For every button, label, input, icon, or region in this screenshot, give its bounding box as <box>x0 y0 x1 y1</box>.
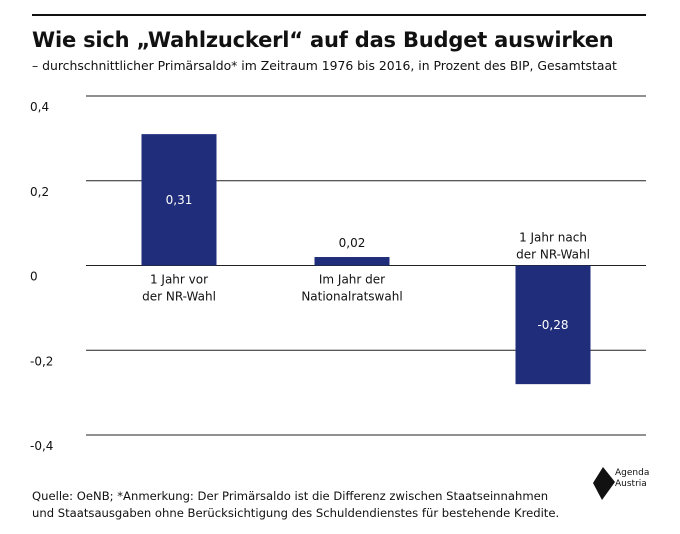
category-label: der NR-Wahl <box>142 290 216 304</box>
category-label: Im Jahr der <box>319 273 385 287</box>
source-line-1: Quelle: OeNB; *Anmerkung: Der Primärsald… <box>32 489 549 503</box>
y-tick-label: 0,2 <box>30 185 49 199</box>
top-rule <box>32 14 646 16</box>
agenda-austria-logo <box>593 467 615 500</box>
chart-title: Wie sich „Wahlzuckerl“ auf das Budget au… <box>32 28 614 52</box>
category-label: 1 Jahr vor <box>150 273 208 287</box>
source-note: Quelle: OeNB; *Anmerkung: Der Primärsald… <box>32 488 592 522</box>
bar <box>515 265 591 385</box>
bar-chart: 0,4 0,2 0 -0,2 -0,4 0,31 1 Jahr vor der NR-Wahl… <box>30 95 646 453</box>
data-label: 0,02 <box>339 236 366 250</box>
y-tick-label: 0 <box>30 270 38 284</box>
logo-line-2: Austria <box>615 479 647 489</box>
chart-subtitle: – durchschnittlicher Primärsaldo* im Zei… <box>32 58 617 73</box>
bar <box>141 134 217 266</box>
data-label: 0,31 <box>166 193 193 207</box>
y-tick-label: 0,4 <box>30 100 49 114</box>
category-label: Nationalratswahl <box>301 290 402 304</box>
category-label: der NR-Wahl <box>516 248 590 262</box>
logo-text: Agenda Austria <box>615 468 649 490</box>
logo-line-1: Agenda <box>615 468 650 478</box>
y-tick-label: -0,2 <box>30 354 53 368</box>
source-line-2: und Staatsausgaben ohne Berücksichtigung… <box>32 506 560 520</box>
logo-mark-icon <box>593 467 615 500</box>
data-label: -0,28 <box>537 318 568 332</box>
category-label: 1 Jahr nach <box>519 231 587 245</box>
bar <box>314 257 390 266</box>
y-tick-label: -0,4 <box>30 439 53 453</box>
